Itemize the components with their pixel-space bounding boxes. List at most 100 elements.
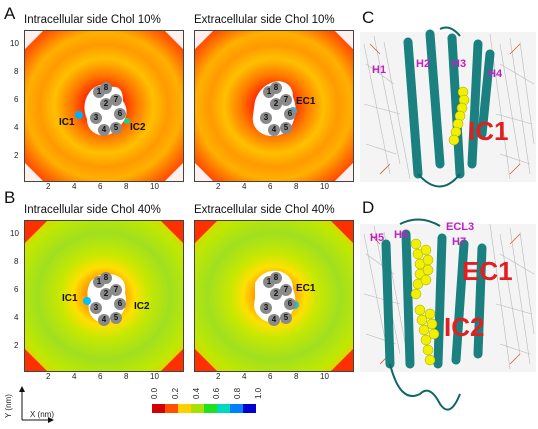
helix-marker: 3 [260, 302, 272, 314]
d-label-h7: H7 [452, 236, 467, 248]
helix-marker: 6 [114, 108, 126, 120]
helix-marker: 7 [280, 284, 292, 296]
d-label-ecl3: ECL3 [446, 221, 475, 233]
y-tick-label: 6 [14, 95, 19, 104]
structure-d [360, 214, 536, 424]
axes-key-y-label: Y (nm) [4, 394, 13, 418]
y-tick-label: 4 [14, 123, 19, 132]
c-label-h1: H1 [372, 64, 387, 76]
x-tick-label: 2 [46, 182, 51, 191]
x-tick-label: 4 [242, 372, 247, 381]
y-tick-label: 4 [14, 313, 19, 322]
helix-marker: 4 [98, 314, 110, 326]
helix-marker: 2 [100, 288, 112, 300]
x-tick-label: 6 [98, 182, 103, 191]
x-tick-label: 6 [98, 372, 103, 381]
helix-marker: 3 [90, 302, 102, 314]
y-tick-label: 10 [10, 229, 19, 238]
d-label-ec1: EC1 [462, 256, 513, 286]
title-a-extracellular: Extracellular side Chol 10% [194, 14, 335, 26]
colorbar-segment [178, 404, 192, 413]
x-tick-label: 10 [320, 372, 329, 381]
panel-letter-b: B [4, 188, 16, 207]
title-b-intracellular: Intracellular side Chol 40% [24, 204, 161, 216]
axes-key-x-label: X (nm) [30, 410, 54, 419]
y-tick-label: 2 [14, 151, 19, 160]
site-label-b-ic2: IC2 [134, 301, 150, 312]
colorbar-tick-label: 0.8 [233, 387, 243, 399]
y-tick-label: 10 [10, 39, 19, 48]
helix-marker: 5 [110, 312, 122, 324]
x-tick-label: 4 [72, 372, 77, 381]
helix-marker: 7 [110, 284, 122, 296]
x-tick-label: 8 [294, 372, 299, 381]
x-tick-label: 4 [72, 182, 77, 191]
helix-marker: 4 [98, 124, 110, 136]
helix-marker: 2 [100, 98, 112, 110]
site-label-b-ic1: IC1 [62, 293, 78, 304]
panel-letter-d: D [362, 198, 375, 217]
y-tick-label: 8 [14, 67, 19, 76]
title-b-extracellular: Extracellular side Chol 40% [194, 204, 335, 216]
x-tick-label: 6 [268, 372, 273, 381]
site-label-b-ec1: EC1 [296, 283, 316, 294]
panel-letter-c: C [362, 8, 375, 27]
helix-marker: 5 [280, 312, 292, 324]
colorbar-tick-label: 1.0 [254, 387, 263, 399]
colorbar-tick-label: 0.0 [150, 387, 159, 399]
colorbar-segment [152, 404, 166, 413]
helix-marker: 8 [100, 82, 112, 94]
x-tick-label: 8 [124, 372, 129, 381]
helix-marker: 8 [100, 272, 112, 284]
x-tick-label: 10 [150, 182, 159, 191]
colorbar-segment [191, 404, 205, 413]
d-label-ic2: IC2 [444, 312, 485, 342]
site-label-a-ic2: IC2 [130, 122, 146, 133]
helix-marker: 8 [270, 272, 282, 284]
c-label-ic1: IC1 [468, 116, 509, 146]
site-label-a-ec1: EC1 [296, 96, 316, 107]
colorbar-tick-label: 0.4 [191, 387, 201, 399]
x-tick-label: 10 [150, 372, 159, 381]
x-tick-label: 2 [46, 372, 51, 381]
colorbar-segment [165, 404, 179, 413]
d-label-h5: H5 [370, 232, 385, 244]
d-label-h6: H6 [394, 229, 409, 241]
x-tick-label: 8 [294, 182, 299, 191]
helix-marker: 4 [268, 314, 280, 326]
helix-marker: 3 [90, 112, 102, 124]
helix-marker: 6 [284, 108, 296, 120]
c-label-h4: H4 [488, 68, 503, 80]
helix-marker: 3 [260, 112, 272, 124]
helix-marker: 6 [284, 298, 296, 310]
colorbar-tick-label: 0.2 [170, 387, 180, 399]
x-tick-label: 6 [268, 182, 273, 191]
x-tick-label: 2 [216, 182, 221, 191]
colorbar-segment [217, 404, 231, 413]
x-tick-label: 4 [242, 182, 247, 191]
x-tick-label: 10 [320, 182, 329, 191]
helix-marker: 4 [268, 124, 280, 136]
helix-marker: 2 [270, 98, 282, 110]
helix-marker: 6 [114, 298, 126, 310]
y-tick-label: 8 [14, 257, 19, 266]
helix-marker: 8 [270, 82, 282, 94]
x-tick-label: 2 [216, 372, 221, 381]
panel-letter-a: A [4, 4, 16, 23]
colorbar-segment [230, 404, 244, 413]
y-tick-label: 6 [14, 285, 19, 294]
helix-marker: 2 [270, 288, 282, 300]
colorbar-tick-label: 0.6 [212, 387, 222, 399]
title-a-intracellular: Intracellular side Chol 10% [24, 14, 161, 26]
colorbar [152, 400, 257, 413]
x-tick-label: 8 [124, 182, 129, 191]
structure-c [360, 24, 536, 200]
axes-key [14, 384, 74, 424]
colorbar-segment [243, 404, 257, 413]
helix-marker: 7 [110, 94, 122, 106]
y-tick-label: 2 [14, 341, 19, 350]
